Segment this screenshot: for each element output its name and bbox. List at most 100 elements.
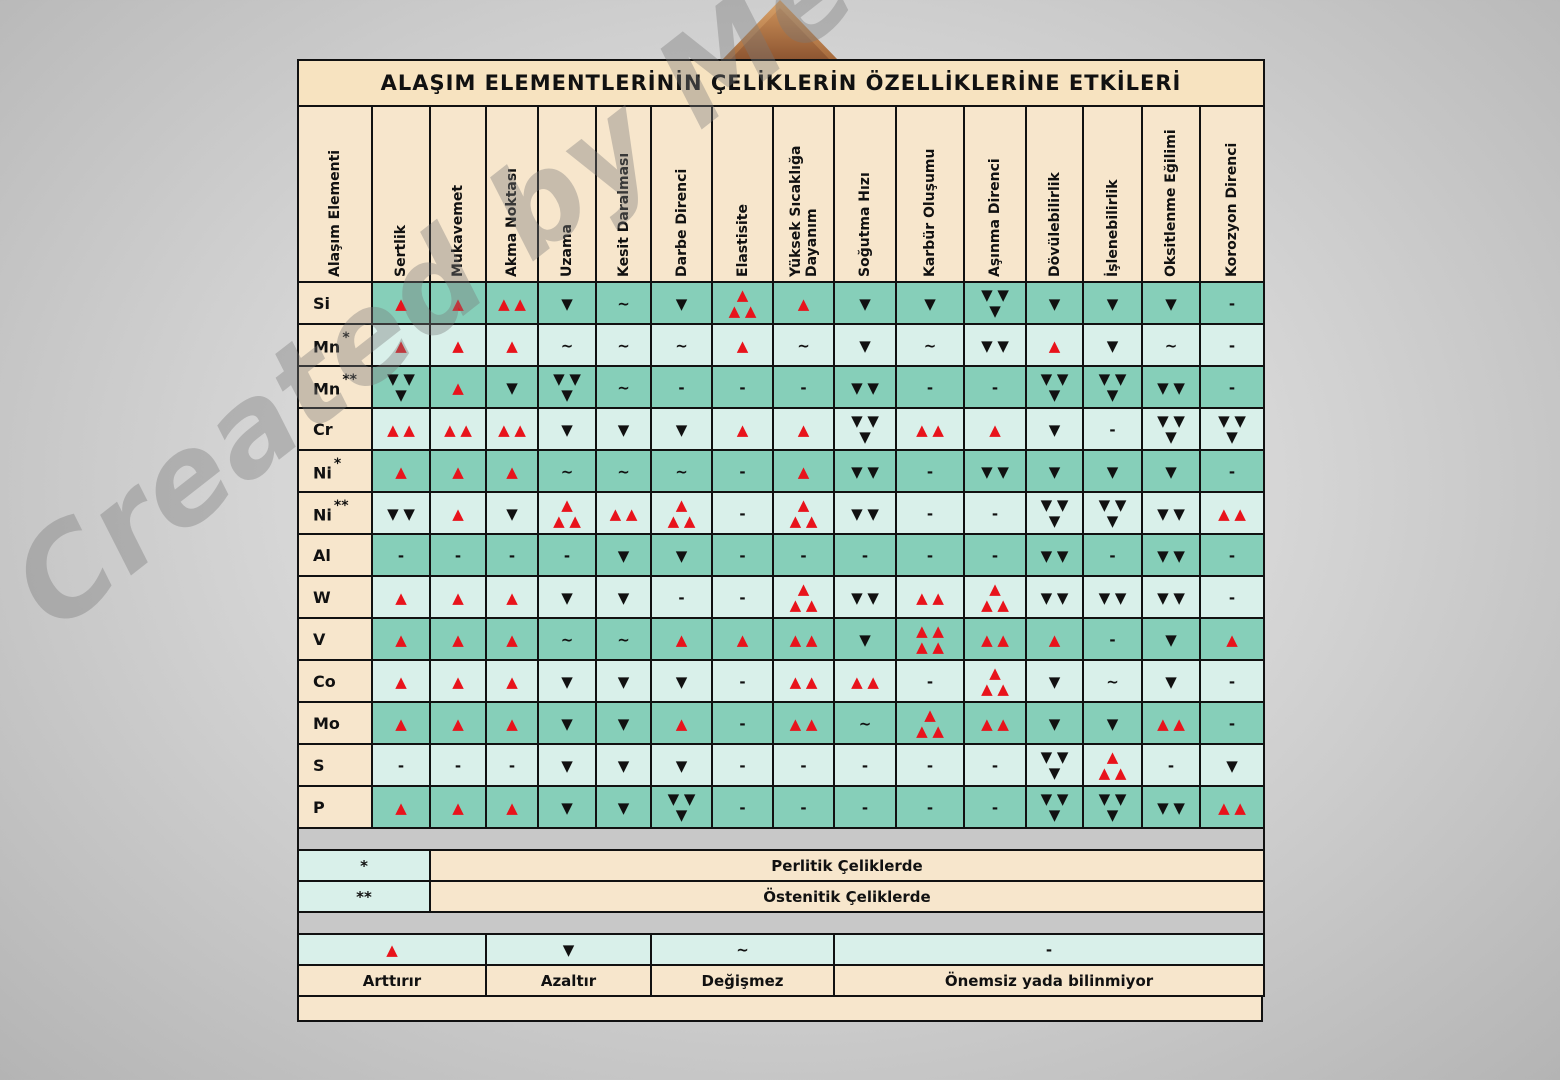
effect-cell: - bbox=[1199, 575, 1265, 619]
effect-cell: - bbox=[1082, 617, 1143, 661]
legend-label: Arttırır bbox=[297, 964, 487, 997]
column-header-label: Darbe Direnci bbox=[673, 168, 690, 277]
effect-cell: ▲ ▲ bbox=[963, 617, 1027, 661]
effect-cell: ~ bbox=[595, 323, 652, 367]
effect-cell: ▲ ▲ ▲ bbox=[772, 575, 835, 619]
table-row: Mn ** ▼ ▼ ▼ ▲ ▼ ▼ ▼ ▼ ~ - - - ▼ ▼ - - ▼ ▼ ▼ ▼ ▼ ▼ ▼ ▼ - bbox=[297, 365, 1265, 409]
effect-cell: ▲ bbox=[429, 365, 487, 409]
effect-cell: ▲ bbox=[485, 449, 539, 493]
effect-cell: ▼ ▼ bbox=[1141, 533, 1201, 577]
table-row: W ▲ ▲ ▲ ▼ ▼ - - ▲ ▲ ▲ ▼ ▼ ▲ ▲ ▲ ▲ ▲ ▼ ▼ ▼ ▼ ▼ ▼ - bbox=[297, 575, 1265, 619]
effect-cell: ▼ bbox=[1082, 323, 1143, 367]
effect-cell: ▲ bbox=[485, 659, 539, 703]
legend-symbols: ▲ ▼ ~ - bbox=[297, 933, 1265, 966]
column-header-label: Mukavemet bbox=[450, 184, 466, 277]
element-name: P bbox=[297, 785, 373, 829]
effect-cell: ▼ ▼ bbox=[1141, 365, 1201, 409]
effect-cell: - bbox=[895, 491, 965, 535]
effect-cell: ▲ bbox=[429, 323, 487, 367]
effect-cell: ▼ bbox=[1199, 743, 1265, 787]
spacer bbox=[297, 911, 1265, 935]
effect-cell: ▼ bbox=[650, 281, 713, 325]
effect-cell: ▼ bbox=[1025, 659, 1084, 703]
effect-cell: ▼ ▼ bbox=[1141, 491, 1201, 535]
effect-cell: ~ bbox=[1141, 323, 1201, 367]
alloy-effects-table: ALAŞIM ELEMENTLERİNİN ÇELİKLERİN ÖZELLİK… bbox=[297, 59, 1265, 997]
table-row: Ni ** ▼ ▼ ▲ ▼ ▲ ▲ ▲ ▲ ▲ ▲ ▲ ▲ - ▲ ▲ ▲ ▼ ▼ - - ▼ ▼ ▼ ▼ ▼ ▼ ▼ … bbox=[297, 491, 1265, 535]
effect-cell: ▼ bbox=[1025, 701, 1084, 745]
effect-cell: ▼ bbox=[537, 701, 597, 745]
effect-cell: ▲ bbox=[1199, 617, 1265, 661]
effect-cell: ▼ ▼ bbox=[963, 323, 1027, 367]
element-name: Al bbox=[297, 533, 373, 577]
effect-cell: - bbox=[963, 533, 1027, 577]
effect-cell: ▼ ▼ ▼ bbox=[650, 785, 713, 829]
effect-cell: ▲ bbox=[1025, 617, 1084, 661]
effect-cell: ▼ ▼ bbox=[1025, 533, 1084, 577]
effect-cell: ▼ bbox=[595, 533, 652, 577]
page-title: ALAŞIM ELEMENTLERİNİN ÇELİKLERİN ÖZELLİK… bbox=[297, 59, 1265, 107]
effect-cell: ▲ ▲ bbox=[772, 701, 835, 745]
effect-cell: ~ bbox=[537, 449, 597, 493]
table-row: Cr ▲ ▲ ▲ ▲ ▲ ▲ ▼ ▼ ▼ ▲ ▲ ▼ ▼ ▼ ▲ ▲ ▲ ▼ - ▼ ▼ ▼ ▼ ▼ ▼ bbox=[297, 407, 1265, 451]
effect-cell: ▼ bbox=[650, 533, 713, 577]
effect-cell: ▲ ▲ ▲ bbox=[711, 281, 774, 325]
note-key: * bbox=[297, 849, 431, 882]
effect-cell: ~ bbox=[895, 323, 965, 367]
effect-cell: ▲ bbox=[371, 449, 431, 493]
effect-cell: ▲ bbox=[429, 281, 487, 325]
effect-cell: ▼ ▼ bbox=[963, 449, 1027, 493]
column-header-label: Elastisite bbox=[734, 204, 751, 277]
effect-cell: ▼ bbox=[537, 785, 597, 829]
element-name: Mn ** bbox=[297, 365, 373, 409]
effect-cell: ▼ ▼ ▼ bbox=[963, 281, 1027, 325]
effect-cell: ▼ bbox=[650, 407, 713, 451]
effect-cell: ▼ ▼ ▼ bbox=[537, 365, 597, 409]
effect-cell: - bbox=[371, 533, 431, 577]
effect-cell: ▼ ▼ ▼ bbox=[1199, 407, 1265, 451]
effect-cell: ▼ ▼ bbox=[1141, 575, 1201, 619]
effect-cell: ▼ bbox=[595, 407, 652, 451]
effect-cell: ~ bbox=[537, 617, 597, 661]
column-header: Korozyon Direnci bbox=[1199, 105, 1265, 283]
column-header-label: Kesit Daralması bbox=[615, 152, 632, 277]
effect-cell: ~ bbox=[772, 323, 835, 367]
effect-cell: ▼ ▼ bbox=[1082, 575, 1143, 619]
effect-cell: - bbox=[895, 365, 965, 409]
effect-cell: ~ bbox=[833, 701, 897, 745]
element-name: Cr bbox=[297, 407, 373, 451]
column-header-label: Korozyon Direnci bbox=[1224, 142, 1240, 277]
column-header: Oksitlenme Eğilimi bbox=[1141, 105, 1201, 283]
effect-cell: ▲ bbox=[371, 701, 431, 745]
effect-cell: ▲ bbox=[429, 701, 487, 745]
effect-cell: ▼ ▼ ▼ bbox=[1082, 365, 1143, 409]
effect-cell: ▲ ▲ bbox=[833, 659, 897, 703]
note-text: Perlitik Çeliklerde bbox=[429, 849, 1265, 882]
hanger-inner bbox=[730, 8, 830, 60]
effect-cell: ▲ bbox=[650, 617, 713, 661]
effect-cell: - bbox=[1082, 533, 1143, 577]
column-header-label: Sertlik bbox=[393, 224, 409, 277]
effect-cell: - bbox=[895, 743, 965, 787]
effect-cell: ▲ ▲ ▲ bbox=[895, 701, 965, 745]
effect-cell: ▲ ▲ ▲ bbox=[963, 659, 1027, 703]
element-name: S bbox=[297, 743, 373, 787]
column-header: Mukavemet bbox=[429, 105, 487, 283]
table-row: Ni * ▲ ▲ ▲ ~ ~ ~ - ▲ ▼ ▼ - ▼ ▼ ▼ ▼ ▼ - bbox=[297, 449, 1265, 493]
effect-cell: ~ bbox=[537, 323, 597, 367]
effect-cell: ▲ bbox=[371, 575, 431, 619]
effect-cell: ~ bbox=[595, 365, 652, 409]
effect-cell: ▼ bbox=[537, 407, 597, 451]
legend-symbol: - bbox=[833, 933, 1265, 966]
effect-cell: - bbox=[429, 533, 487, 577]
table-row: S - - - ▼ ▼ ▼ - - - - - ▼ ▼ ▼ ▲ ▲ ▲ - ▼ bbox=[297, 743, 1265, 787]
effect-cell: - bbox=[1141, 743, 1201, 787]
effect-cell: ▲ ▲ bbox=[772, 659, 835, 703]
column-header: Dövülebilirlik bbox=[1025, 105, 1084, 283]
effect-cell: ▲ bbox=[371, 659, 431, 703]
effect-cell: ▲ bbox=[429, 785, 487, 829]
effect-cell: ▲ bbox=[429, 449, 487, 493]
effect-cell: - bbox=[711, 575, 774, 619]
effect-cell: - bbox=[485, 743, 539, 787]
column-header: Aşınma Direnci bbox=[963, 105, 1027, 283]
